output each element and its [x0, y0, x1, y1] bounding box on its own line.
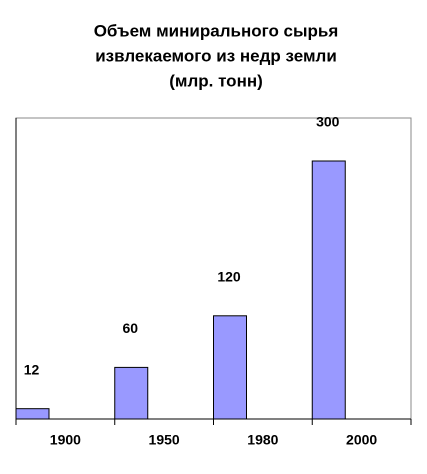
x-tick-label: 1900: [50, 432, 81, 448]
chart-title: Объем минирального сырья: [94, 21, 339, 40]
value-label: 120: [217, 269, 241, 285]
value-label: 12: [24, 361, 40, 377]
x-tick-label: 1980: [247, 432, 278, 448]
chart-title: (млр. тонн): [169, 71, 263, 90]
value-label: 60: [122, 320, 138, 336]
bar: [114, 366, 149, 420]
x-tick-label: 1950: [149, 432, 180, 448]
bar: [15, 408, 50, 420]
bar: [311, 160, 346, 420]
value-label: 300: [316, 114, 340, 130]
chart-title: извлекаемого из недр земли: [95, 46, 337, 65]
bar: [213, 315, 247, 420]
x-tick-label: 2000: [346, 432, 377, 448]
